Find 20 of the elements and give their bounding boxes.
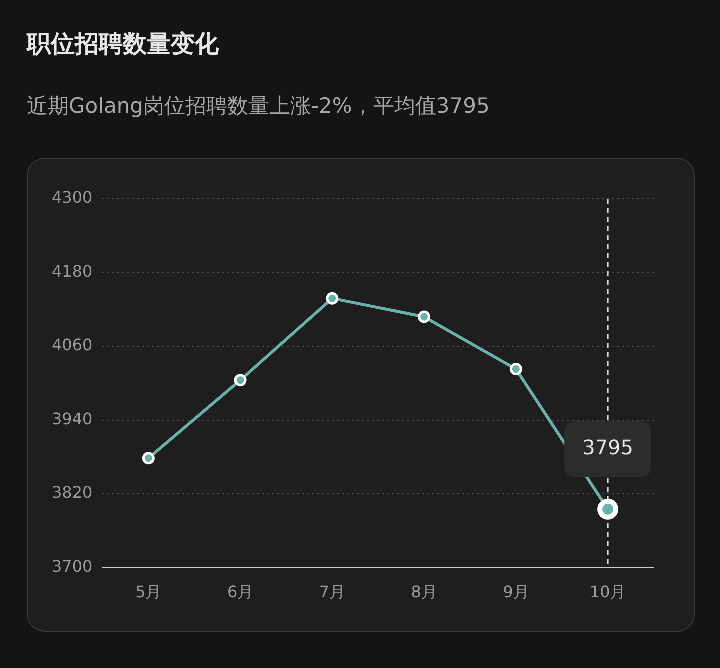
x-tick-label: 9月: [503, 582, 530, 602]
point: [142, 452, 155, 465]
x-tick-label: 6月: [227, 582, 254, 602]
point: [326, 292, 339, 305]
y-tick-label: 4060: [52, 336, 93, 355]
y-tick-label: 3820: [52, 483, 93, 502]
point: [418, 310, 431, 324]
point: [510, 363, 522, 376]
x-tick-label: 5月: [136, 582, 162, 602]
x-tick-label: 10月: [590, 582, 626, 602]
chart-subtitle: 近期Golang岗位招聘数量上涨-2%，平均值3795: [27, 93, 490, 120]
y-tick-label: 3700: [52, 556, 93, 576]
x-tick-label: 8月: [411, 582, 438, 602]
chart-title: 职位招聘数量变化: [27, 29, 219, 60]
point: [234, 374, 247, 387]
y-tick-label: 4300: [52, 188, 93, 208]
data-label: 3795: [582, 436, 634, 460]
x-tick-label: 7月: [319, 582, 346, 602]
y-tick-label: 3940: [52, 409, 93, 428]
y-tick-label: 4180: [52, 262, 93, 281]
